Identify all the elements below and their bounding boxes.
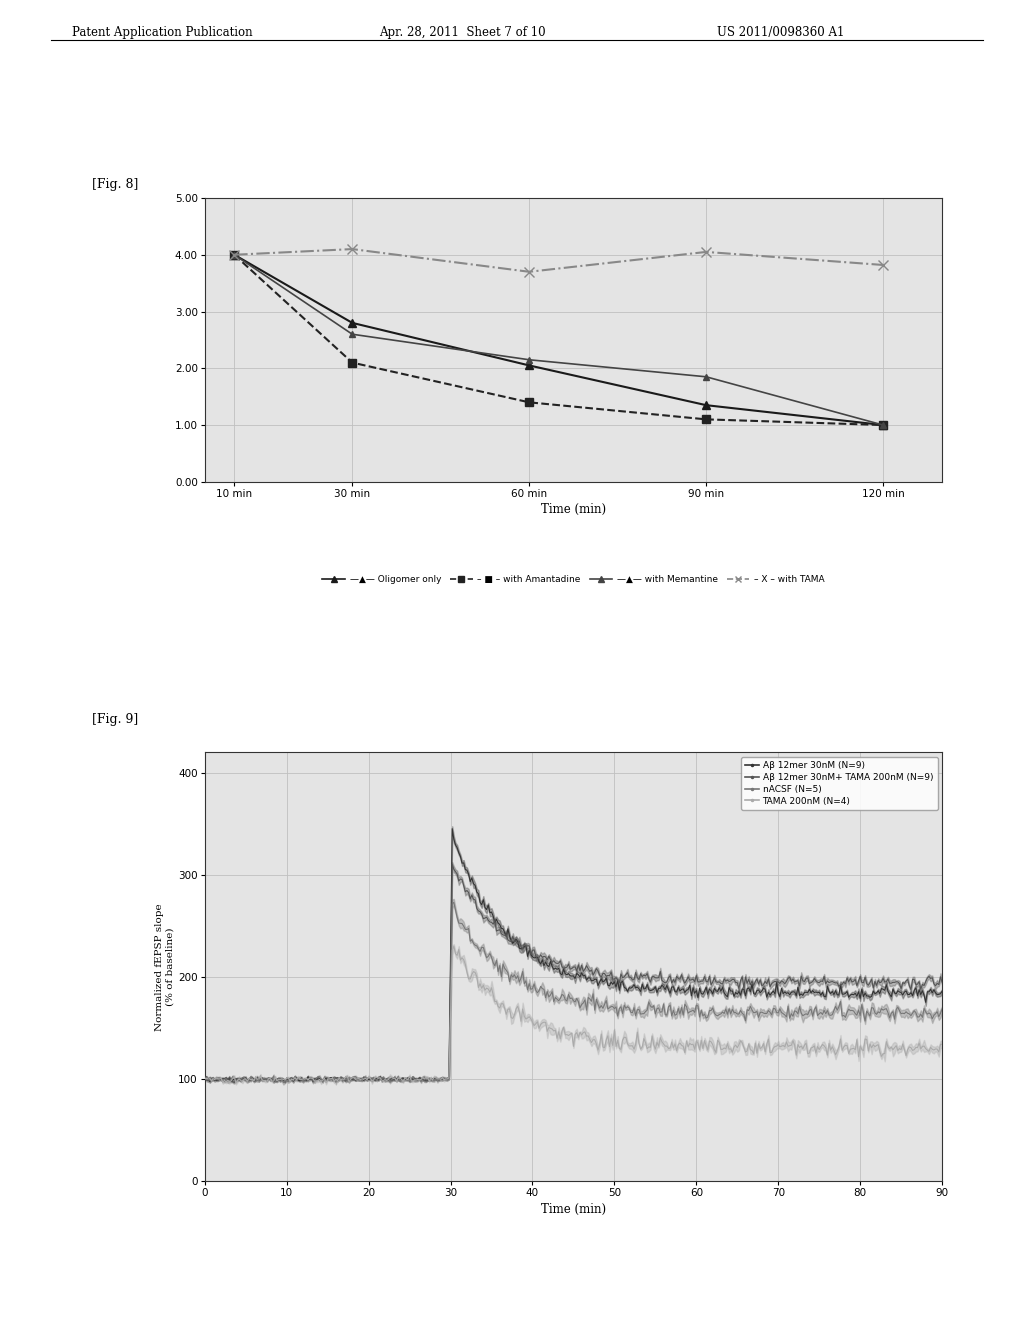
Legend: —▲— Oligomer only, – ■ – with Amantadine, —▲— with Memantine, – X – with TAMA: —▲— Oligomer only, – ■ – with Amantadine… — [318, 572, 828, 587]
X-axis label: Time (min): Time (min) — [541, 503, 606, 516]
Legend: Aβ 12mer 30nM (N=9), Aβ 12mer 30nM+ TAMA 200nM (N=9), nACSF (N=5), TAMA 200nM (N: Aβ 12mer 30nM (N=9), Aβ 12mer 30nM+ TAMA… — [741, 756, 938, 810]
X-axis label: Time (min): Time (min) — [541, 1203, 606, 1216]
Text: Patent Application Publication: Patent Application Publication — [72, 26, 252, 40]
Y-axis label: Normalized fEPSP slope
(% of baseline): Normalized fEPSP slope (% of baseline) — [155, 903, 174, 1031]
Text: [Fig. 8]: [Fig. 8] — [92, 178, 138, 191]
Text: US 2011/0098360 A1: US 2011/0098360 A1 — [717, 26, 844, 40]
Text: Apr. 28, 2011  Sheet 7 of 10: Apr. 28, 2011 Sheet 7 of 10 — [379, 26, 546, 40]
Text: [Fig. 9]: [Fig. 9] — [92, 713, 138, 726]
